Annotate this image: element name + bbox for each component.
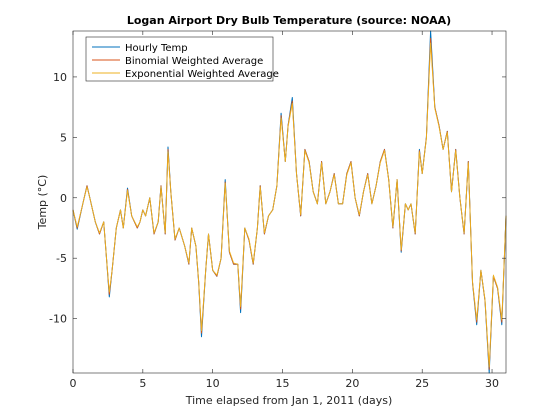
axes-box (72, 30, 507, 374)
y-tick-label: 0 (60, 192, 67, 205)
y-tick-label: -10 (49, 313, 67, 326)
legend-label-hourly: Hourly Temp (125, 43, 188, 54)
series-layer (72, 30, 507, 374)
x-tick-label: 25 (415, 377, 429, 390)
x-tick-label: 15 (276, 377, 290, 390)
x-axis-label: Time elapsed from Jan 1, 2011 (days) (185, 394, 393, 407)
chart-title: Logan Airport Dry Bulb Temperature (sour… (127, 14, 451, 27)
legend: Hourly Temp Binomial Weighted Average Ex… (85, 36, 279, 82)
series-line-exponential-weighted-average (72, 42, 507, 368)
tick-layer: 0 5 10 15 20 25 30 -10 -5 0 5 10 (49, 31, 506, 390)
x-tick-label: 20 (345, 377, 359, 390)
x-tick-label: 10 (206, 377, 220, 390)
y-axis-label: Temp (°C) (36, 175, 49, 231)
x-tick-label: 0 (70, 377, 77, 390)
legend-label-binomial: Binomial Weighted Average (125, 56, 263, 67)
y-tick-label: 5 (60, 131, 67, 144)
y-tick-label: 10 (53, 71, 67, 84)
legend-label-exponential: Exponential Weighted Average (125, 69, 279, 80)
legend-box (85, 36, 274, 82)
x-tick-label: 5 (139, 377, 146, 390)
plot-area: 0 5 10 15 20 25 30 -10 -5 0 5 10 (49, 30, 507, 390)
x-tick-label: 30 (485, 377, 499, 390)
plot-background (73, 31, 506, 373)
y-tick-label: -5 (56, 252, 67, 265)
